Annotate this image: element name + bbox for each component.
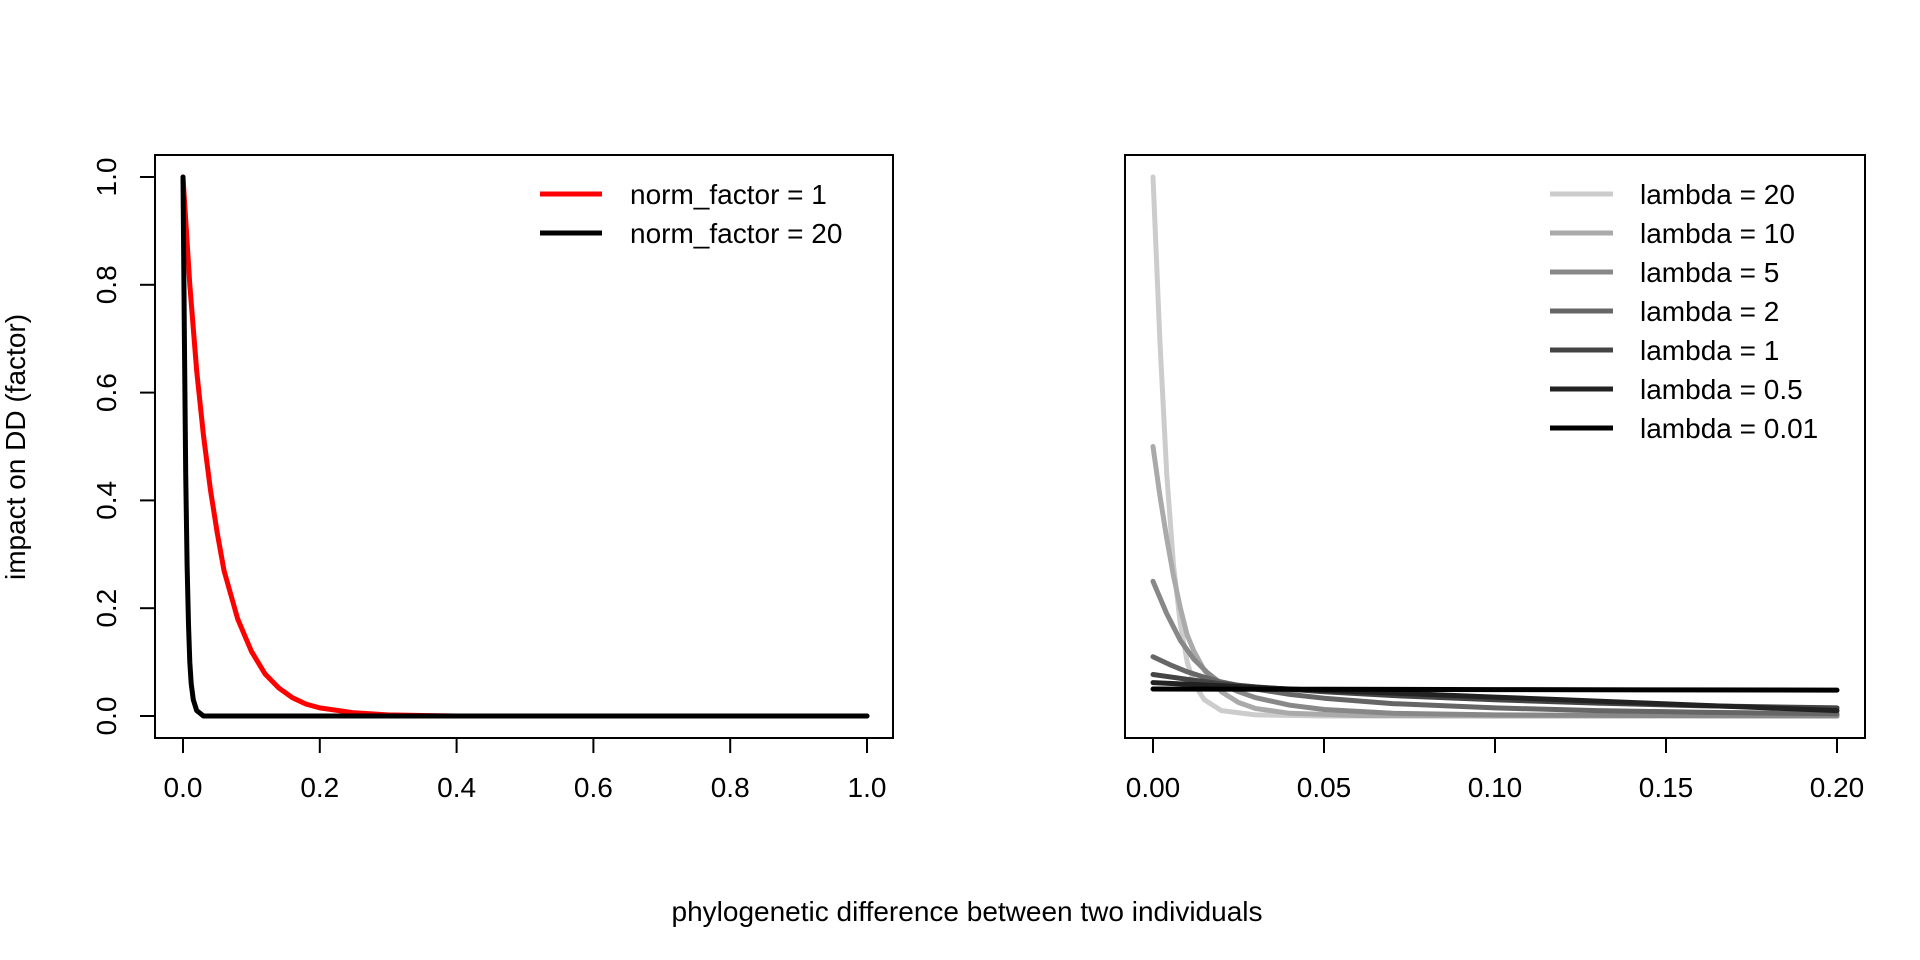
series-line xyxy=(180,174,870,719)
y-tick-label: 0.4 xyxy=(91,481,122,520)
x-axis-label: phylogenetic difference between two indi… xyxy=(672,896,1263,927)
y-axis-label: impact on DD (factor) xyxy=(0,314,31,580)
legend-label: lambda = 0.01 xyxy=(1640,413,1818,444)
x-tick-label: 0.4 xyxy=(437,772,476,803)
y-tick-label: 0.0 xyxy=(91,697,122,736)
series-line xyxy=(1150,654,1840,717)
left-plot-panel: 0.0 0.2 0.4 0.6 0.8 1.0 0.0 0.2 0.4 0.6 0.8 1.0 norm… xyxy=(91,154,894,803)
series-line xyxy=(1150,686,1840,693)
x-tick-label: 0.6 xyxy=(574,772,613,803)
y-tick-label: 1.0 xyxy=(91,158,122,197)
y-tick-label: 0.6 xyxy=(91,373,122,412)
x-tick-label: 0.0 xyxy=(164,772,203,803)
legend-label: lambda = 0.5 xyxy=(1640,374,1803,405)
x-tick-label: 0.00 xyxy=(1126,772,1181,803)
x-tick-label: 1.0 xyxy=(848,772,887,803)
x-tick-label: 0.20 xyxy=(1810,772,1865,803)
legend-label: norm_factor = 20 xyxy=(630,218,842,249)
y-tick-label: 0.8 xyxy=(91,265,122,304)
y-tick-label: 0.2 xyxy=(91,589,122,628)
legend-label: lambda = 2 xyxy=(1640,296,1779,327)
legend-label: lambda = 1 xyxy=(1640,335,1779,366)
series-line xyxy=(1150,578,1840,719)
x-tick-label: 0.2 xyxy=(300,772,339,803)
x-tick-label: 0.05 xyxy=(1297,772,1352,803)
x-tick-label: 0.8 xyxy=(711,772,750,803)
series-line xyxy=(1150,444,1840,719)
x-tick-label: 0.10 xyxy=(1468,772,1523,803)
legend-label: lambda = 5 xyxy=(1640,257,1779,288)
legend-label: lambda = 20 xyxy=(1640,179,1795,210)
legend-label: lambda = 10 xyxy=(1640,218,1795,249)
x-tick-label: 0.15 xyxy=(1639,772,1694,803)
legend-label: norm_factor = 1 xyxy=(630,179,827,210)
series-line xyxy=(180,174,870,719)
right-plot-panel: 0.00 0.05 0.10 0.15 0.20 lambda = 20 lambda = … xyxy=(1124,154,1866,803)
